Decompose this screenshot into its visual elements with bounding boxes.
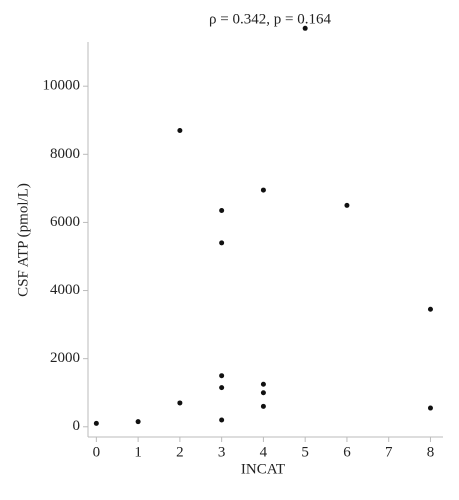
x-tick-label: 2 (176, 444, 184, 460)
y-tick-label: 0 (73, 418, 81, 434)
point (302, 25, 308, 31)
point (93, 420, 99, 426)
x-tick-label: 5 (301, 444, 309, 460)
x-tick-label: 3 (218, 444, 226, 460)
x-tick-label: 4 (260, 444, 268, 460)
point (135, 419, 141, 425)
point (177, 127, 183, 133)
point (344, 202, 350, 208)
y-tick-label: 2000 (50, 350, 80, 366)
y-axis-label: CSF ATP (pmol/L) (15, 183, 31, 297)
x-tick-label: 6 (343, 444, 351, 460)
y-tick-label: 8000 (50, 146, 80, 162)
point (260, 390, 266, 396)
x-tick-label: 1 (134, 444, 142, 460)
point (219, 373, 225, 379)
y-tick-label: 6000 (50, 214, 80, 230)
point (219, 208, 225, 214)
x-tick-label: 0 (93, 444, 101, 460)
point (177, 400, 183, 406)
point (219, 240, 225, 246)
chart-title: ρ = 0.342, p = 0.164 (209, 11, 331, 27)
point (427, 405, 433, 411)
point (260, 403, 266, 409)
x-tick-label: 8 (427, 444, 435, 460)
point (260, 381, 266, 387)
point (219, 385, 225, 391)
x-axis-label: INCAT (241, 461, 285, 477)
point (260, 187, 266, 193)
y-tick-label: 4000 (50, 282, 80, 298)
point (219, 417, 225, 423)
y-tick-label: 10000 (43, 78, 81, 94)
x-tick-label: 7 (385, 444, 393, 460)
point (427, 306, 433, 312)
